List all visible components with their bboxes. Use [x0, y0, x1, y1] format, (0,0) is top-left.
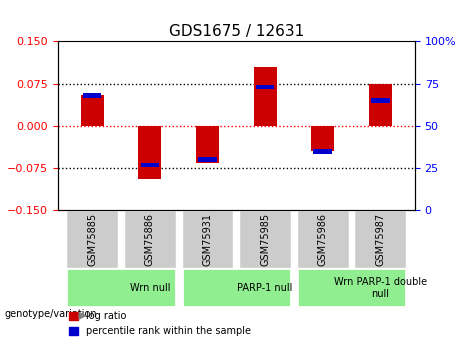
Bar [141, 162, 159, 167]
Bar [83, 93, 101, 98]
FancyBboxPatch shape [239, 210, 291, 268]
FancyBboxPatch shape [182, 268, 291, 307]
FancyBboxPatch shape [182, 210, 233, 268]
Text: GSM75987: GSM75987 [375, 213, 385, 266]
Text: Wrn PARP-1 double
null: Wrn PARP-1 double null [334, 277, 427, 298]
Text: PARP-1 null: PARP-1 null [237, 283, 293, 293]
Bar [256, 85, 274, 89]
Title: GDS1675 / 12631: GDS1675 / 12631 [169, 24, 304, 39]
Text: GSM75985: GSM75985 [260, 213, 270, 266]
FancyBboxPatch shape [355, 210, 406, 268]
Text: GSM75986: GSM75986 [318, 213, 328, 266]
Text: GSM75885: GSM75885 [87, 213, 97, 266]
FancyBboxPatch shape [124, 210, 176, 268]
Text: GSM75931: GSM75931 [202, 213, 213, 266]
Bar [311, 126, 334, 151]
FancyBboxPatch shape [297, 268, 406, 307]
Bar [198, 157, 217, 162]
Text: genotype/variation: genotype/variation [5, 309, 97, 319]
Bar [369, 84, 392, 126]
Bar [196, 126, 219, 162]
FancyBboxPatch shape [66, 268, 176, 307]
FancyBboxPatch shape [66, 210, 118, 268]
Text: Wrn null: Wrn null [130, 283, 170, 293]
Bar [254, 67, 277, 126]
Bar [313, 149, 332, 154]
Text: GSM75886: GSM75886 [145, 213, 155, 266]
FancyBboxPatch shape [297, 210, 349, 268]
Legend: log ratio, percentile rank within the sample: log ratio, percentile rank within the sa… [65, 307, 255, 340]
Bar [138, 126, 161, 179]
Bar [81, 95, 104, 126]
Bar [371, 98, 390, 103]
